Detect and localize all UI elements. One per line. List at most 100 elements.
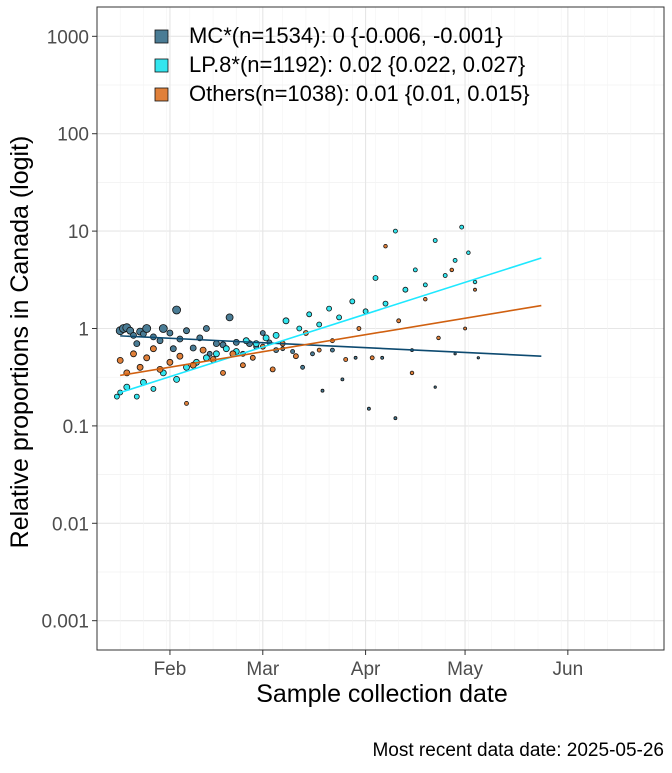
legend: MC*(n=1534): 0 {-0.006, -0.001} LP.8*(n=1…: [154, 23, 530, 106]
data-point-series-1: [290, 349, 296, 354]
legend-label-3: Others(n=1038): 0.01 {0.01, 0.015}: [189, 81, 530, 106]
data-point-series-1: [340, 377, 345, 382]
data-point-series-3: [184, 400, 189, 406]
fit-line-series-3: [120, 304, 542, 377]
data-point-series-1: [169, 345, 177, 353]
data-point-series-2: [422, 282, 428, 288]
data-point-series-1: [212, 340, 220, 348]
y-tick-label: 1: [78, 320, 89, 341]
data-point-series-1: [366, 406, 371, 411]
data-point-series-3: [383, 243, 388, 249]
data-point-series-3: [116, 356, 124, 364]
data-point-series-1: [380, 355, 385, 360]
data-point-series-1: [130, 331, 137, 339]
data-point-series-3: [249, 354, 256, 361]
data-point-series-2: [326, 305, 333, 312]
data-point-series-2: [272, 331, 280, 339]
data-point-series-2: [173, 375, 181, 383]
data-point-series-2: [392, 228, 398, 234]
y-tick-label: 10: [68, 222, 89, 243]
data-point-series-2: [114, 393, 120, 400]
y-tick-label: 0.01: [52, 514, 89, 535]
y-tick-label: 0.001: [41, 612, 89, 633]
data-point-series-3: [220, 369, 226, 376]
data-point-series-1: [329, 347, 335, 353]
data-point-series-2: [382, 300, 389, 307]
x-tick-label: May: [447, 659, 483, 680]
x-tick-label: Feb: [154, 659, 187, 680]
axes: 0.001 0.01 0.1 1 10 100 1000 Feb Mar Apr May Jun: [41, 27, 583, 680]
data-point-series-1: [453, 352, 457, 356]
data-point-series-2: [252, 340, 260, 348]
y-tick-label: 0.1: [63, 417, 89, 438]
data-point-series-2: [296, 325, 303, 332]
data-point-series-3: [199, 346, 207, 354]
data-point-series-3: [436, 335, 441, 341]
data-point-series-1: [142, 324, 152, 333]
data-point-series-1: [320, 388, 325, 393]
data-point-series-3: [166, 358, 174, 366]
data-point-series-3: [409, 370, 415, 376]
data-point-series-3: [176, 352, 184, 360]
data-point-series-2: [432, 238, 438, 243]
x-tick-label: Mar: [246, 659, 279, 680]
data-point-series-1: [259, 330, 266, 336]
data-point-series-1: [225, 313, 234, 322]
data-point-series-2: [336, 314, 343, 321]
fit-line-series-1: [120, 335, 542, 357]
data-point-series-2: [262, 334, 270, 342]
data-point-series-1: [133, 340, 141, 348]
legend-key-1: [154, 29, 169, 44]
data-point-series-3: [356, 326, 362, 331]
legend-label-1: MC*(n=1534): 0 {-0.006, -0.001}: [189, 23, 503, 48]
caption: Most recent data date: 2025-05-26: [372, 740, 664, 761]
y-axis-title: Relative proportions in Canada (logit): [6, 136, 34, 549]
data-point-series-2: [133, 393, 140, 400]
data-point-series-3: [369, 355, 375, 361]
data-point-series-3: [130, 350, 137, 358]
data-point-series-2: [349, 298, 356, 305]
data-point-series-3: [396, 318, 402, 324]
fit-line-series-2: [119, 257, 542, 394]
data-point-series-1: [189, 344, 197, 352]
data-point-series-1: [310, 351, 315, 357]
data-point-series-2: [316, 321, 323, 328]
x-tick-label: Apr: [351, 659, 381, 680]
x-axis-title: Sample collection date: [256, 680, 508, 708]
data-point-series-3: [292, 353, 299, 360]
data-point-series-1: [476, 356, 480, 360]
data-point-series-3: [269, 366, 276, 373]
legend-key-3: [154, 87, 169, 102]
data-point-series-3: [423, 297, 428, 302]
data-point-series-2: [412, 267, 418, 273]
data-point-series-1: [183, 327, 190, 335]
data-point-series-3: [449, 267, 454, 273]
data-point-series-3: [473, 287, 477, 292]
data-point-series-3: [316, 347, 322, 353]
data-point-series-2: [212, 350, 220, 358]
data-point-series-2: [222, 345, 230, 353]
data-point-series-1: [202, 325, 210, 332]
data-point-series-2: [466, 250, 471, 255]
data-point-series-1: [353, 355, 358, 360]
data-point-series-2: [452, 257, 458, 263]
data-point-series-3: [149, 345, 157, 353]
data-point-series-2: [372, 275, 379, 281]
legend-key-2: [154, 58, 169, 73]
data-point-series-2: [472, 279, 478, 285]
y-tick-label: 100: [57, 125, 89, 146]
data-point-series-1: [172, 305, 182, 315]
data-point-series-1: [166, 329, 174, 337]
legend-label-2: LP.8*(n=1192): 0.02 {0.022, 0.027}: [189, 52, 525, 77]
data-point-series-3: [143, 354, 151, 362]
fit-lines: [119, 257, 542, 394]
data-point-series-1: [300, 364, 306, 370]
data-point-series-2: [306, 311, 313, 318]
data-point-series-2: [150, 385, 157, 392]
data-point-series-3: [239, 362, 246, 369]
data-point-series-1: [232, 338, 240, 346]
grid-layer: [96, 7, 664, 650]
data-point-series-3: [136, 363, 144, 371]
